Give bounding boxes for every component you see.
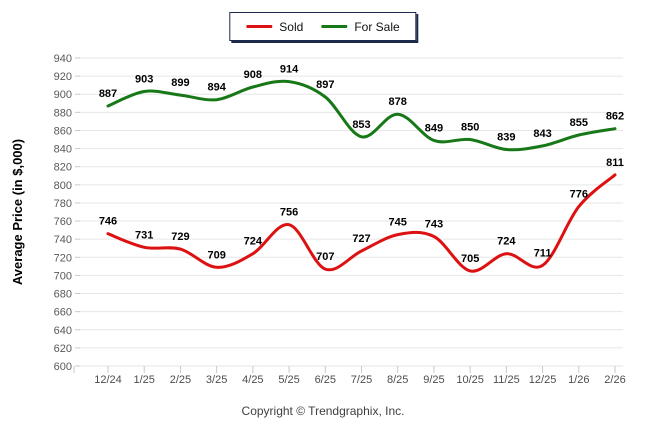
svg-text:620: 620	[54, 343, 72, 355]
svg-text:707: 707	[316, 251, 334, 263]
svg-text:920: 920	[54, 71, 72, 83]
y-axis-tick-labels: 600 620 640 660 680 700 720 740 760 780 800 820 840 8…	[54, 53, 72, 373]
legend-item-sold: Sold	[246, 21, 303, 33]
svg-text:600: 600	[54, 361, 72, 373]
svg-text:746: 746	[99, 216, 117, 228]
svg-text:899: 899	[171, 77, 189, 89]
svg-text:8/25: 8/25	[387, 374, 408, 386]
svg-text:887: 887	[99, 88, 117, 100]
svg-text:849: 849	[425, 122, 443, 134]
sold-point-labels: 746 731 729 709 724 756 707 727 745 743 705 724 711 7…	[99, 157, 624, 265]
svg-text:800: 800	[54, 180, 72, 192]
svg-text:880: 880	[54, 107, 72, 119]
svg-text:894: 894	[207, 82, 226, 94]
svg-text:860: 860	[54, 125, 72, 137]
svg-text:720: 720	[54, 252, 72, 264]
svg-text:1/26: 1/26	[568, 374, 589, 386]
svg-text:727: 727	[352, 233, 370, 245]
svg-text:640: 640	[54, 325, 72, 337]
svg-text:760: 760	[54, 216, 72, 228]
for-sale-line-swatch	[321, 25, 348, 28]
svg-text:724: 724	[497, 236, 516, 248]
sold-series-line	[106, 173, 617, 273]
svg-text:5/25: 5/25	[278, 374, 299, 386]
svg-text:900: 900	[54, 89, 72, 101]
svg-text:811: 811	[606, 157, 624, 169]
svg-text:3/25: 3/25	[206, 374, 227, 386]
svg-text:10/25: 10/25	[456, 374, 484, 386]
x-axis-tick-labels: 12/24 1/25 2/25 3/25 4/25 5/25 6/25 7/25 8/25 9/2…	[73, 366, 626, 386]
svg-text:711: 711	[534, 247, 552, 259]
grid-lines	[75, 57, 623, 367]
svg-text:853: 853	[352, 119, 370, 131]
for-sale-point-labels: 887 903 899 894 908 914 897 853 878 849 850 839 843 8…	[99, 64, 624, 144]
svg-text:729: 729	[171, 231, 189, 243]
svg-text:9/25: 9/25	[423, 374, 444, 386]
svg-text:914: 914	[280, 64, 299, 76]
legend-label-sold: Sold	[279, 19, 304, 34]
legend: Sold For Sale	[229, 12, 417, 41]
legend-label-for-sale: For Sale	[354, 19, 400, 34]
svg-text:903: 903	[135, 74, 153, 86]
svg-text:4/25: 4/25	[242, 374, 263, 386]
legend-item-for-sale: For Sale	[321, 19, 400, 34]
svg-text:776: 776	[570, 189, 588, 201]
svg-text:1/25: 1/25	[134, 374, 155, 386]
svg-text:878: 878	[389, 96, 407, 108]
svg-text:731: 731	[135, 229, 153, 241]
svg-text:705: 705	[461, 253, 479, 265]
svg-text:2/25: 2/25	[170, 374, 191, 386]
for-sale-series-line	[106, 79, 617, 152]
svg-text:12/24: 12/24	[94, 374, 122, 386]
svg-text:862: 862	[606, 111, 624, 123]
svg-text:839: 839	[497, 131, 515, 143]
svg-text:2/26: 2/26	[604, 374, 625, 386]
svg-text:7/25: 7/25	[351, 374, 372, 386]
svg-text:11/25: 11/25	[493, 374, 520, 386]
svg-text:743: 743	[425, 218, 443, 230]
svg-text:12/25: 12/25	[529, 374, 557, 386]
svg-text:709: 709	[207, 249, 225, 261]
svg-text:680: 680	[54, 289, 72, 301]
svg-text:850: 850	[461, 122, 479, 134]
svg-text:700: 700	[54, 270, 72, 282]
svg-text:660: 660	[54, 307, 72, 319]
svg-text:840: 840	[54, 144, 72, 156]
svg-text:843: 843	[533, 128, 551, 140]
copyright-text: Copyright © Trendgraphix, Inc.	[241, 404, 405, 418]
sold-line-swatch	[246, 25, 273, 28]
svg-text:855: 855	[570, 117, 588, 129]
svg-text:897: 897	[316, 79, 334, 91]
svg-text:756: 756	[280, 207, 298, 219]
svg-text:940: 940	[54, 53, 72, 65]
svg-text:740: 740	[54, 234, 72, 246]
svg-text:724: 724	[244, 236, 263, 248]
svg-text:908: 908	[244, 69, 262, 81]
svg-text:745: 745	[389, 217, 407, 229]
svg-text:820: 820	[54, 162, 72, 174]
svg-text:780: 780	[54, 198, 72, 210]
svg-text:6/25: 6/25	[315, 374, 336, 386]
